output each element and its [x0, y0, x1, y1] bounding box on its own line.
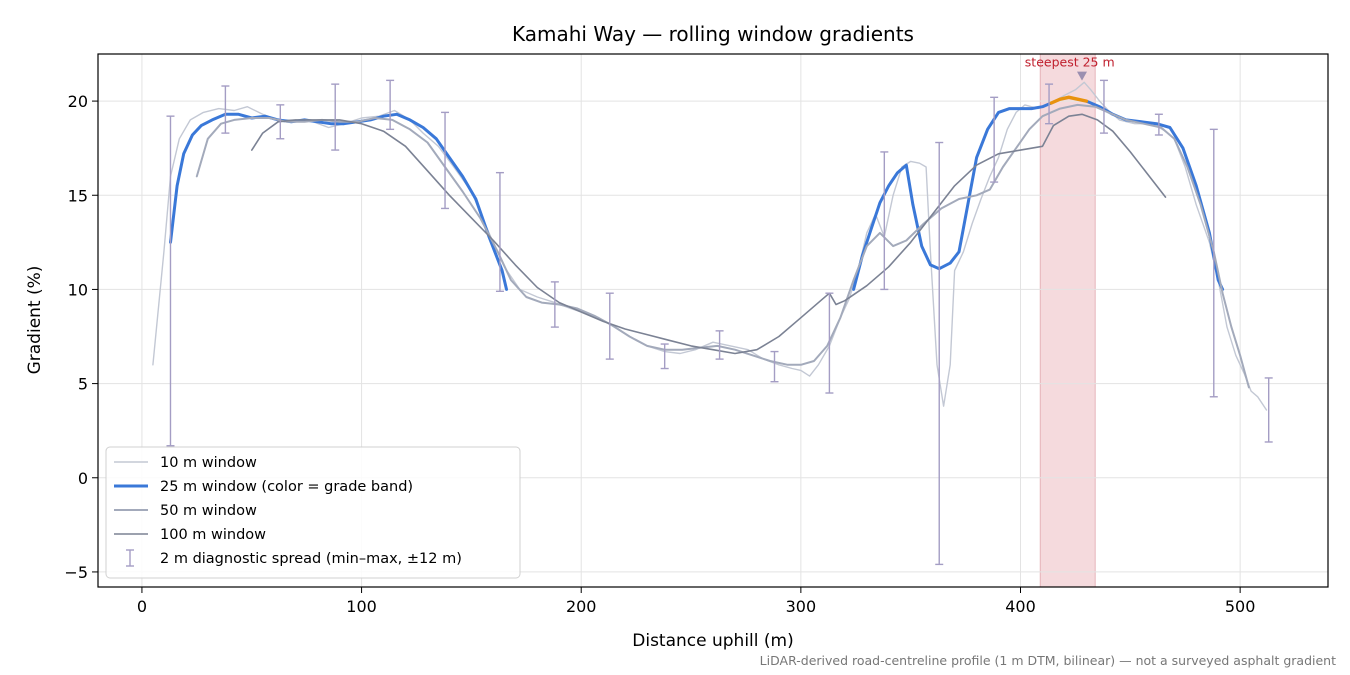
legend-label: 10 m window — [160, 455, 257, 471]
steepest-marker — [1077, 71, 1087, 81]
x-tick-label: 200 — [566, 597, 597, 616]
x-tick-label: 100 — [346, 597, 377, 616]
y-tick-label: −5 — [64, 563, 88, 582]
series-line-1 — [169, 112, 508, 291]
plot-area: steepest 25 m 0 100 200 300 400 500 −5 0 5 10 15 20 1… — [64, 53, 1329, 616]
y-tick-label: 15 — [68, 186, 88, 205]
chart-title: Kamahi Way — rolling window gradients — [512, 22, 914, 46]
legend-label: 50 m window — [160, 503, 257, 519]
series-line-0 — [152, 81, 1268, 411]
x-tick-label: 300 — [786, 597, 817, 616]
y-tick-label: 20 — [68, 92, 88, 111]
series-line-2 — [852, 101, 1053, 291]
y-axis-label: Gradient (%) — [25, 266, 45, 375]
legend-label: 100 m window — [160, 527, 266, 543]
x-tick-label: 400 — [1005, 597, 1036, 616]
y-tick-label: 5 — [78, 375, 88, 394]
x-tick-label: 0 — [137, 597, 147, 616]
series-group — [152, 79, 1273, 566]
y-tick-label: 10 — [68, 280, 88, 299]
steepest-band — [1039, 53, 1096, 588]
legend: 10 m window 25 m window (color = grade ba… — [105, 446, 521, 579]
steepest-segment — [1049, 95, 1089, 105]
legend-box — [105, 446, 521, 579]
footnote: LiDAR-derived road-centreline profile (1… — [760, 653, 1336, 668]
steepest-label: steepest 25 m — [1025, 55, 1115, 70]
axes-frame — [97, 53, 1329, 588]
legend-label: 25 m window (color = grade band) — [160, 479, 413, 495]
x-tick-label: 500 — [1225, 597, 1256, 616]
legend-label: 2 m diagnostic spread (min–max, ±12 m) — [160, 551, 462, 567]
series-line-5 — [251, 113, 1167, 355]
x-axis-label: Distance uphill (m) — [632, 631, 793, 651]
y-tick-label: 0 — [78, 469, 88, 488]
